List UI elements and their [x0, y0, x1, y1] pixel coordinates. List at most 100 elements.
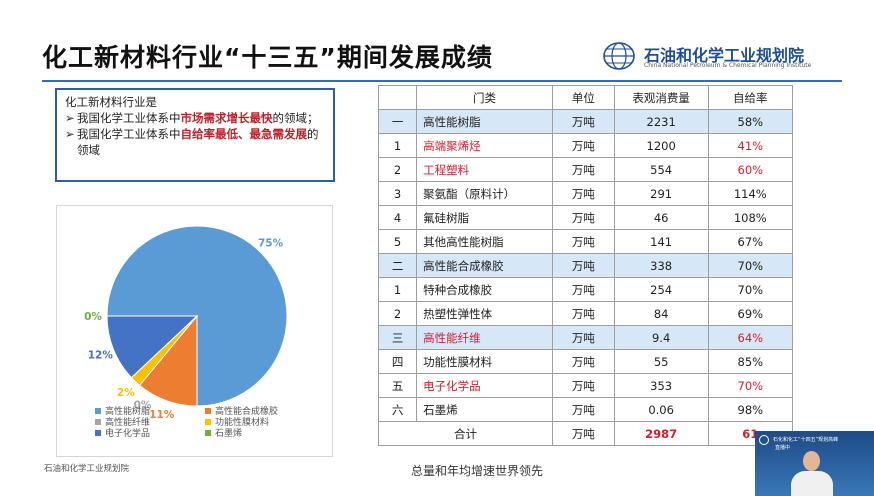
table-row: 1 特种合成橡胶 万吨 254 70% — [377, 277, 794, 302]
column-header: 门类 — [416, 85, 553, 110]
bullet-text: 我国化学工业体系中 — [77, 127, 181, 141]
table-row: 2 工程塑料 万吨 554 60% — [377, 157, 794, 182]
row-self-sufficiency: 67% — [707, 229, 794, 254]
row-consumption: 338 — [613, 253, 709, 278]
table-row: 1 高端聚烯烃 万吨 1200 41% — [377, 133, 794, 158]
row-category: 石墨烯 — [416, 397, 553, 422]
legend-label: 高性能树脂 — [105, 405, 150, 417]
row-index: 六 — [377, 397, 418, 422]
pie-chart-panel: 75% 11% 0% 2% 12% 0% 高性能树脂 高性能合成橡胶 高性能纤维 功能性膜材料 电子… — [56, 205, 333, 457]
row-index: 3 — [377, 181, 418, 206]
row-consumption: 353 — [613, 373, 709, 398]
row-unit: 万吨 — [551, 373, 615, 398]
row-unit: 万吨 — [551, 181, 615, 206]
bullet-text: 的领域； — [272, 111, 319, 125]
row-index: 4 — [377, 205, 418, 230]
table-header-row: 门类 单位 表观消费量 自给率 — [377, 85, 794, 110]
legend-swatch — [95, 419, 101, 425]
row-self-sufficiency: 70% — [707, 373, 794, 398]
row-unit: 万吨 — [551, 205, 615, 230]
table-row: 2 热塑性弹性体 万吨 84 69% — [377, 301, 794, 326]
row-index: 二 — [377, 253, 418, 278]
table-row: 六石墨烯 万吨 0.06 98% — [377, 397, 794, 422]
total-consumption: 2987 — [613, 421, 709, 446]
table-row: 一高性能树脂 万吨 2231 58% — [377, 109, 794, 134]
table-row: 五电子化学品 万吨 353 70% — [377, 373, 794, 398]
row-self-sufficiency: 41% — [707, 133, 794, 158]
total-label: 合计 — [378, 421, 553, 446]
table-row: 三高性能纤维 万吨 9.4 64% — [377, 325, 794, 350]
column-header: 自给率 — [707, 85, 794, 110]
row-category: 氟硅树脂 — [416, 205, 553, 230]
row-unit: 万吨 — [551, 301, 615, 326]
pie-data-label: 12% — [88, 349, 114, 361]
row-category: 其他高性能树脂 — [416, 229, 553, 254]
source-note: 石油和化学工业规划院 — [44, 464, 130, 474]
header-divider — [42, 80, 842, 82]
row-unit: 万吨 — [551, 397, 615, 422]
row-index: 1 — [377, 133, 418, 158]
row-category: 特种合成橡胶 — [416, 277, 553, 302]
row-consumption: 291 — [613, 181, 709, 206]
legend-label: 高性能合成橡胶 — [215, 405, 278, 417]
presenter-video-thumbnail[interactable]: 石化和化工“十四五”规划高峰 直播中 — [755, 431, 874, 496]
row-unit: 万吨 — [551, 229, 615, 254]
row-unit: 万吨 — [551, 109, 615, 134]
row-consumption: 141 — [613, 229, 709, 254]
row-category: 高端聚烯烃 — [416, 133, 553, 158]
legend-swatch — [205, 408, 211, 414]
legend-label: 功能性膜材料 — [215, 416, 269, 428]
org-english-name: China National Petroleum & Chemical Plan… — [644, 62, 812, 69]
material-table: 门类 单位 表观消费量 自给率一高性能树脂 万吨 2231 58% 1 高端聚烯烃 万吨 1200 4… — [377, 85, 794, 446]
row-unit: 万吨 — [551, 133, 615, 158]
pie-data-label: 0% — [134, 400, 152, 412]
table-row: 5 其他高性能树脂 万吨 141 67% — [377, 229, 794, 254]
row-self-sufficiency: 64% — [707, 325, 794, 350]
row-index: 2 — [377, 157, 418, 182]
total-unit: 万吨 — [551, 421, 615, 446]
globe-logo-icon — [603, 42, 635, 70]
row-consumption: 9.4 — [613, 325, 709, 350]
presenter-body — [791, 471, 833, 496]
row-index: 5 — [377, 229, 418, 254]
row-category: 功能性膜材料 — [416, 349, 553, 374]
row-unit: 万吨 — [551, 253, 615, 278]
pie-slice — [106, 315, 199, 379]
row-index: 一 — [377, 109, 418, 134]
table-row: 四功能性膜材料 万吨 55 85% — [377, 349, 794, 374]
legend-swatch — [205, 419, 211, 425]
legend-swatch — [95, 408, 101, 414]
row-category: 高性能树脂 — [416, 109, 553, 134]
row-category: 高性能纤维 — [416, 325, 553, 350]
pie-data-label: 11% — [149, 409, 175, 421]
bullet-emphasis: 自给率最低、最急需发展 — [180, 127, 308, 141]
video-title: 石化和化工“十四五”规划高峰 — [773, 437, 839, 443]
row-category: 热塑性弹性体 — [416, 301, 553, 326]
row-index: 四 — [377, 349, 418, 374]
row-category: 高性能合成橡胶 — [416, 253, 553, 278]
bullet-arrow-icon: ➢ — [65, 127, 75, 141]
row-consumption: 84 — [613, 301, 709, 326]
org-name: 石油和化学工业规划院 — [644, 46, 805, 65]
row-consumption: 46 — [613, 205, 709, 230]
column-header: 单位 — [551, 85, 615, 110]
page-title: 化工新材料行业“十三五”期间发展成绩 — [42, 43, 493, 72]
row-consumption: 554 — [613, 157, 709, 182]
legend-label: 石墨烯 — [215, 427, 242, 439]
row-self-sufficiency: 60% — [707, 157, 794, 182]
bullet-text: 的领域 — [77, 127, 319, 157]
table-row: 4 氟硅树脂 万吨 46 108% — [377, 205, 794, 230]
legend-swatch — [205, 430, 211, 436]
row-unit: 万吨 — [551, 325, 615, 350]
row-index: 2 — [377, 301, 418, 326]
row-self-sufficiency: 69% — [707, 301, 794, 326]
row-consumption: 1200 — [613, 133, 709, 158]
legend-swatch — [95, 430, 101, 436]
row-consumption: 0.06 — [613, 397, 709, 422]
slide-caption: 总量和年均增速世界领先 — [411, 464, 544, 478]
note-bullet: ➢ 我国化学工业体系中自给率最低、最急需发展的领域 — [65, 126, 325, 158]
column-header: 表观消费量 — [613, 85, 709, 110]
row-unit: 万吨 — [551, 157, 615, 182]
row-unit: 万吨 — [551, 277, 615, 302]
row-self-sufficiency: 58% — [707, 109, 794, 134]
